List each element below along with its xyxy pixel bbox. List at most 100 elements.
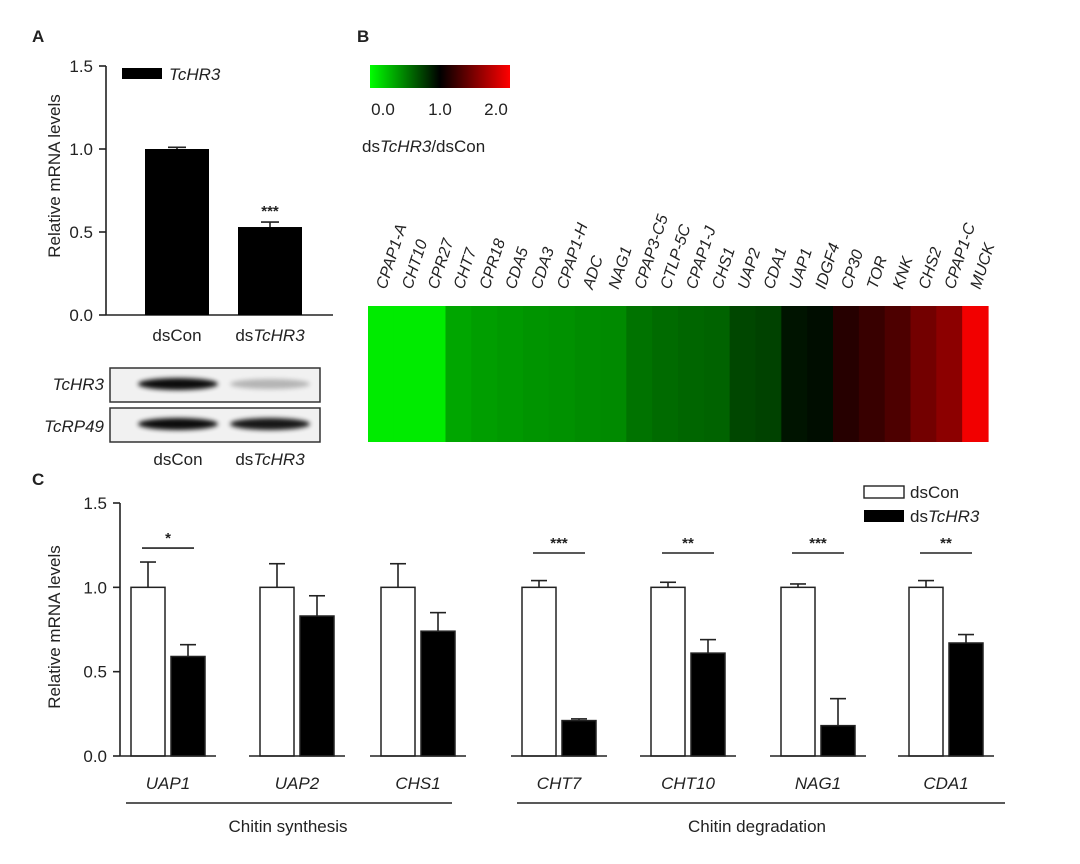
gel-band-tchr3-dstchr3 (230, 379, 310, 389)
panel-c-bar-cht7-dscon (521, 586, 557, 757)
panel-a-ytick-label: 0.5 (69, 223, 93, 242)
heatmap-gene-label-cp30: CP30 (839, 248, 868, 291)
heatmap-gene-label-knk: KNK (890, 253, 917, 291)
panel-c-significance-cda1: ** (940, 535, 952, 552)
panel-a-ytick-label: 1.0 (69, 140, 93, 159)
panel-a-xtick-dscon: dsCon (152, 326, 201, 345)
panel-c-legend-label-dscon: dsCon (910, 483, 959, 502)
panel-c-bar-cht7-dstchr3 (561, 719, 597, 757)
group-label-degradation: Chitin degradation (688, 817, 826, 836)
color-scale-tick-0: 0.0 (371, 100, 395, 119)
panel-c-bar-cda1-dstchr3 (948, 642, 984, 757)
panel-c-label: C (32, 470, 44, 489)
panel-c-significance-nag1: *** (809, 535, 827, 552)
panel-a-significance: *** (261, 203, 279, 220)
gel-row-label-tchr3: TcHR3 (53, 375, 105, 394)
heatmap-gene-label-cht7: CHT7 (451, 245, 480, 291)
panel-c-xtick-chs1: CHS1 (395, 774, 440, 793)
panel-a-ylabel: Relative mRNA levels (45, 94, 64, 257)
heatmap-cell-cda5 (497, 306, 524, 442)
panel-c-ylabel: Relative mRNA levels (45, 545, 64, 708)
heatmap-gene-label-muck: MUCK (968, 240, 999, 291)
heatmap-gene-label-uap2: UAP2 (735, 246, 764, 291)
panel-c-xtick-cht10: CHT10 (661, 774, 715, 793)
panel-c-significance-uap1: * (165, 530, 171, 547)
heatmap-gene-label-adc: ADC (580, 253, 607, 292)
heatmap-cell-cda3 (523, 306, 550, 442)
heatmap-cell-cpap1-a (368, 306, 395, 442)
panel-c-bar-uap1-dscon (130, 586, 166, 757)
panel-c-bar-cht10-dstchr3 (690, 652, 726, 757)
heatmap-cell-cht10 (393, 306, 421, 442)
panel-c-legend-swatch-dscon (863, 485, 905, 499)
heatmap-cell-knk (884, 306, 912, 442)
heatmap-cells (368, 306, 989, 442)
panel-c-xtick-uap2: UAP2 (275, 774, 320, 793)
heatmap-cell-cpap1-c (936, 306, 963, 442)
heatmap-gene-label-cda3: CDA3 (529, 245, 558, 291)
gel-lane-label-dscon: dsCon (153, 450, 202, 469)
group-label-synthesis: Chitin synthesis (228, 817, 347, 836)
panel-c-bar-chs1-dscon (380, 586, 416, 757)
heatmap-cell-chs2 (910, 306, 937, 442)
heatmap-cell-ctlp-5c (652, 306, 679, 442)
heatmap-cell-nag1 (600, 306, 627, 442)
panel-c-significance-cht7: *** (550, 535, 568, 552)
panel-a-xtick-dstchr3: dsTcHR3 (235, 326, 305, 345)
panel-c-bars: * *** ** *** ** (130, 530, 984, 757)
panel-c-ytick-label: 0.5 (83, 663, 107, 682)
color-scale-tick-2: 2.0 (484, 100, 508, 119)
heatmap-cell-muck (962, 306, 989, 442)
panel-a: A Relative mRNA levels 0.0 0.5 1.0 1.5 TcHR… (32, 27, 333, 469)
panel-a-ytick-label: 1.5 (69, 57, 93, 76)
heatmap-cell-chs1 (703, 306, 731, 442)
heatmap-cell-idgf4 (807, 306, 834, 442)
panel-a-legend-swatch (122, 68, 162, 79)
panel-c-ytick-label: 1.0 (83, 578, 107, 597)
heatmap-cell-uap1 (781, 306, 808, 442)
gel-band-tcrp49-dscon (138, 418, 218, 430)
panel-c-bar-chs1-dstchr3 (420, 630, 456, 757)
heatmap-gene-label-nag1: NAG1 (606, 245, 636, 292)
heatmap-cell-cda1 (755, 306, 782, 442)
gel-band-tcrp49-dstchr3 (230, 418, 310, 430)
panel-c-legend-swatch-dstchr3 (864, 510, 904, 522)
panel-c: C Relative mRNA levels 0.0 0.5 1.0 1.5 dsCo… (32, 470, 1005, 836)
panel-c-bar-nag1-dscon (780, 586, 816, 757)
heatmap-gene-label-chs1: CHS1 (709, 245, 738, 291)
panel-c-xtick-uap1: UAP1 (146, 774, 190, 793)
panel-a-bar-dscon (145, 149, 209, 315)
heatmap-gene-label-chs2: CHS2 (916, 245, 945, 291)
gel-blot: TcHR3 TcRP49 dsCon dsTcHR3 (44, 367, 321, 469)
panel-a-label: A (32, 27, 44, 46)
heatmap-cell-cpr18 (471, 306, 498, 442)
panel-c-xtick-cda1: CDA1 (923, 774, 968, 793)
panel-c-bar-uap1-dstchr3 (170, 655, 206, 757)
heatmap-cell-cp30 (833, 306, 860, 442)
panel-c-xtick-cht7: CHT7 (537, 774, 582, 793)
heatmap-cell-adc (574, 306, 602, 442)
panel-c-bar-cht10-dscon (650, 586, 686, 757)
gel-row-label-tcrp49: TcRP49 (44, 417, 104, 436)
heatmap-cell-uap2 (729, 306, 757, 442)
heatmap-cell-cpap3-c5 (626, 306, 653, 442)
panel-a-bar-dstchr3 (238, 227, 302, 315)
panel-c-y-ticks: 0.0 0.5 1.0 1.5 (83, 494, 120, 766)
heatmap-cell-tor (858, 306, 886, 442)
panel-b: B 0.0 1.0 2.0 dsTcHR3/dsCon CPAP1-ACHT10… (357, 27, 999, 442)
panel-c-x-labels: UAP1 UAP2 CHS1 CHT7 CHT10 NAG1 CDA1 (120, 755, 994, 793)
color-scale-bar (370, 65, 510, 88)
heatmap-cell-cpr27 (419, 306, 447, 442)
panel-c-bar-uap2-dstchr3 (299, 615, 335, 757)
heatmap-cell-cpap1-h (548, 306, 576, 442)
heatmap-gene-labels: CPAP1-ACHT10CPR27CHT7CPR18CDA5CDA3CPAP1-… (374, 213, 999, 293)
heatmap-cell-cpap1-j (678, 306, 705, 442)
panel-a-y-ticks: 0.0 0.5 1.0 1.5 (69, 57, 106, 325)
heatmap-gene-label-cda5: CDA5 (503, 245, 532, 291)
panel-c-ytick-label: 0.0 (83, 747, 107, 766)
panel-c-xtick-nag1: NAG1 (795, 774, 841, 793)
panel-c-ytick-label: 1.5 (83, 494, 107, 513)
panel-a-ytick-label: 0.0 (69, 306, 93, 325)
panel-b-label: B (357, 27, 369, 46)
